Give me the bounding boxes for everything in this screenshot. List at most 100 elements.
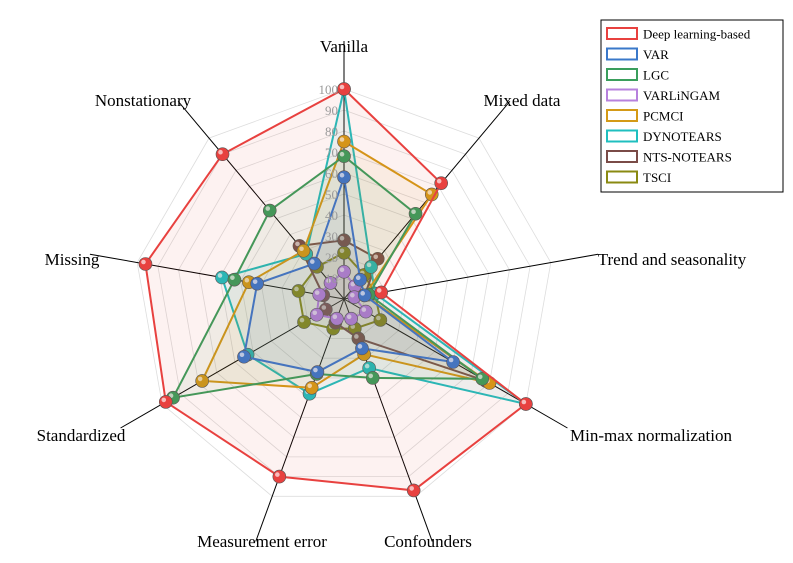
point-highlight <box>332 314 338 320</box>
data-point <box>374 285 389 300</box>
legend-entry-deep-learning-based: Deep learning-based <box>643 27 751 42</box>
point-highlight <box>339 151 345 157</box>
point-highlight <box>244 277 250 283</box>
point-highlight <box>339 172 345 178</box>
legend-swatch <box>606 129 638 143</box>
legend-swatch <box>606 68 638 81</box>
point-highlight <box>339 137 345 142</box>
point-highlight <box>197 376 203 382</box>
axis-labels: Vanilla Mixed data Trend and seasonality Mi… <box>37 37 747 551</box>
point-highlight <box>314 290 320 295</box>
axis-label-missing: Missing <box>45 250 100 269</box>
point-highlight <box>239 352 245 358</box>
point-highlight <box>364 363 370 369</box>
point-highlight <box>376 288 382 293</box>
tick-label: 100 <box>319 82 339 97</box>
point-highlight <box>313 367 318 373</box>
axis-label-confounders: Confounders <box>384 532 472 551</box>
tick-label: 10 <box>325 271 338 286</box>
grid-ring-60 <box>219 172 469 418</box>
point-highlight <box>368 373 374 379</box>
grid-ring-100 <box>136 88 552 497</box>
point-highlight <box>427 190 433 195</box>
point-highlight <box>357 344 363 349</box>
series-line-dynotears <box>220 88 527 405</box>
point-highlight <box>477 374 483 380</box>
point-highlight <box>326 278 331 284</box>
legend-entry-varlingam: VARLiNGAM <box>643 88 720 103</box>
axis-label-standardized: Standardized <box>37 426 126 445</box>
data-point <box>158 395 173 409</box>
legend-entry-dynotears: DYNOTEARS <box>643 129 722 144</box>
tick-label: 90 <box>325 103 338 118</box>
point-highlight <box>360 291 365 296</box>
point-highlight <box>448 357 454 363</box>
axis-label-measurement-error: Measurement error <box>197 532 327 551</box>
grid-ring-80 <box>178 130 510 458</box>
tick-label: 50 <box>325 187 338 202</box>
point-highlight <box>409 486 414 491</box>
axis-label-mixed-data: Mixed data <box>484 91 561 110</box>
legend-swatch <box>606 47 638 61</box>
point-highlight <box>376 315 381 321</box>
tick-label: 40 <box>325 208 338 223</box>
tick-label: 60 <box>325 166 338 181</box>
legend: Deep learning-based VAR LGC VARLiNGAM PCMCI D… <box>600 19 784 193</box>
legend-entry-lgc: LGC <box>643 68 669 83</box>
radial-ticks: 10 20 30 40 50 60 70 80 90 100 <box>319 82 339 286</box>
point-highlight <box>521 399 527 405</box>
legend-entry-tsci: TSCI <box>643 170 671 185</box>
series-var <box>237 170 460 379</box>
grid-ring-50 <box>240 193 448 399</box>
series-line-deep-learning-based <box>144 87 528 492</box>
legend-swatch <box>606 170 638 184</box>
point-highlight <box>366 262 372 268</box>
data-point <box>406 483 421 498</box>
grid-ring-70 <box>198 151 490 438</box>
point-highlight <box>275 472 280 477</box>
axis-label-nonstationary: Nonstationary <box>95 91 192 110</box>
point-highlight <box>307 383 312 389</box>
grid-ring-90 <box>157 109 531 478</box>
tick-label: 30 <box>325 229 338 244</box>
point-highlight <box>355 275 361 280</box>
legend-entry-nts-notears: NTS-NOTEARS <box>643 150 732 165</box>
axis-label-vanilla: Vanilla <box>320 37 369 56</box>
point-highlight <box>141 259 146 265</box>
point-highlight <box>217 273 223 278</box>
axis-label-trend-and-seasonality: Trend and seasonality <box>598 250 747 269</box>
point-highlight <box>161 397 167 403</box>
point-highlight <box>339 84 345 90</box>
point-highlight <box>373 254 379 260</box>
legend-swatch <box>606 150 638 163</box>
point-highlight <box>436 178 442 184</box>
point-highlight <box>321 305 327 310</box>
data-point <box>215 147 230 162</box>
point-highlight <box>310 259 315 264</box>
legend-swatch <box>606 109 638 122</box>
data-point <box>138 257 153 271</box>
series-line-lgc <box>171 154 486 400</box>
axis-label-min-max-normalization: Min-max normalization <box>570 426 732 445</box>
point-highlight <box>230 275 235 280</box>
tick-label: 70 <box>325 145 338 160</box>
point-highlight <box>218 149 223 155</box>
axis-spoke-measurement-error <box>255 298 345 542</box>
legend-box <box>600 19 784 193</box>
data-point <box>337 82 351 96</box>
legend-entry-var: VAR <box>643 47 669 62</box>
point-highlight <box>354 334 359 339</box>
series-deep-learning-based <box>138 82 533 498</box>
point-highlight <box>350 281 356 287</box>
data-point <box>434 176 448 190</box>
legend-entry-pcmci: PCMCI <box>643 109 683 124</box>
point-highlight <box>299 317 305 323</box>
radar-series <box>138 82 533 498</box>
tick-label: 80 <box>325 124 338 139</box>
point-highlight <box>312 310 318 316</box>
point-highlight <box>411 209 416 215</box>
legend-swatch <box>606 27 638 40</box>
point-highlight <box>339 248 345 254</box>
point-highlight <box>252 279 258 284</box>
